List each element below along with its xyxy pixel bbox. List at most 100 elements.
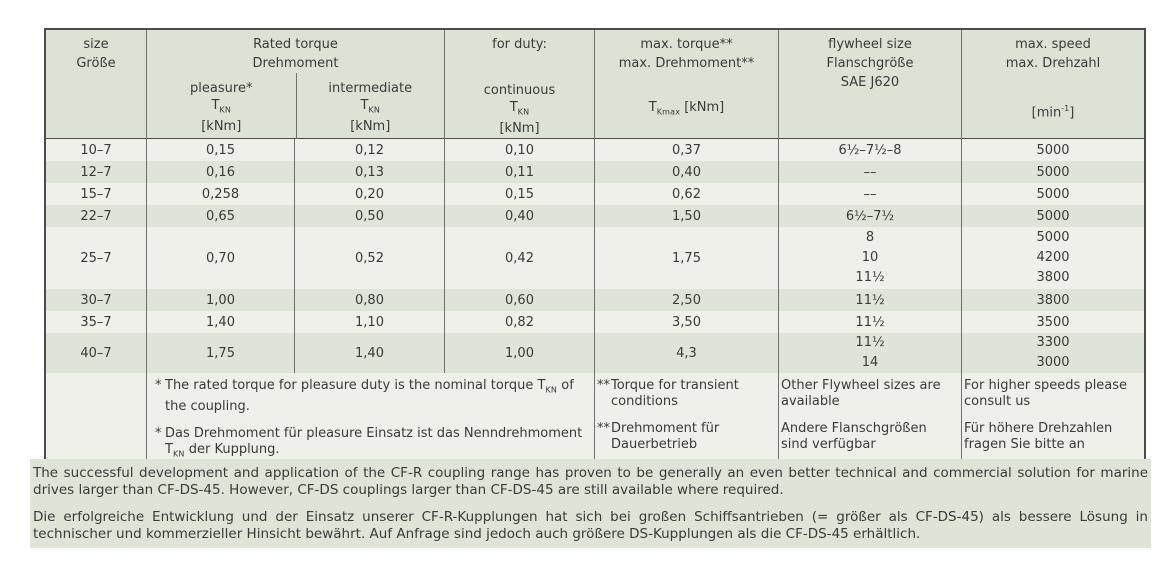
header-flywheel-column: flywheel size Flanschgröße SAE J620 [778,30,961,139]
cell-pleasure: 0,15 [146,139,294,161]
header-flywheel-de: Flanschgröße [826,56,914,71]
note-german: Die erfolgreiche Entwicklung und der Ein… [33,509,1148,542]
footnote-speed: For higher speeds please consult us Für … [961,373,1144,467]
cell-max-torque: 3,50 [594,311,778,333]
header-intermediate-unit: [kNm] [350,118,391,134]
cell-flywheel: 6½–7½–8 [778,139,961,161]
footnote-flywheel-de: Andere Flanschgrößen sind verfügbar [781,421,927,452]
table-row: 30–7 1,00 0,80 0,60 2,50 11½ 3800 [46,289,1144,311]
cell-intermediate: 0,80 [294,289,444,311]
cell-max-torque: 0,40 [594,161,778,183]
table-footnotes: * The rated torque for pleasure duty is … [46,373,1144,467]
header-max-speed-column: max. speed max. Drehzahl [min-1] [961,30,1144,139]
cell-speed: 5000 [961,183,1144,205]
coupling-spec-table: size Größe Rated torque Drehmoment pleas… [44,28,1146,469]
cell-intermediate: 1,40 [294,333,444,373]
cell-speed: 5000 4200 3800 [961,227,1144,289]
table-row: 12–7 0,16 0,13 0,11 0,40 –– 5000 [46,161,1144,183]
footnote-max-torque-en: ** Torque for transient conditions [597,378,739,409]
footnote-max-torque-de: ** Drehmoment für Dauerbetrieb [597,421,720,452]
cell-size: 35–7 [80,314,112,330]
cell-size: 15–7 [80,186,112,202]
footnote-marker: ** [597,421,610,436]
footnote-flywheel-en: Other Flywheel sizes are available [781,378,941,409]
cell-continuous: 0,42 [444,227,594,289]
cell-intermediate: 0,12 [294,139,444,161]
header-rated-torque-title: Rated torque Drehmoment [147,30,444,73]
header-rated-torque-group: Rated torque Drehmoment pleasure* TKN [k… [146,30,444,139]
header-continuous-column: for duty: continuous TKN [kNm] [444,30,594,139]
cell-size: 10–7 [80,142,112,158]
cell-flywheel: 11½ 14 [778,333,961,373]
cell-size: 40–7 [80,345,112,361]
header-pleasure-column: pleasure* TKN [kNm] [147,73,296,139]
footnote-flywheel: Other Flywheel sizes are available Ander… [778,373,961,467]
header-size-column: size Größe [46,30,146,139]
header-max-torque-en: max. torque** [640,37,733,52]
table-row: 35–7 1,40 1,10 0,82 3,50 11½ 3500 [46,311,1144,333]
cell-max-torque: 2,50 [594,289,778,311]
cell-continuous: 0,60 [444,289,594,311]
header-max-speed-de: max. Drehzahl [1005,56,1101,71]
cell-flywheel: –– [778,183,961,205]
cell-size: 25–7 [80,250,112,266]
header-intermediate-symbol: TKN [360,98,381,115]
footnote-speed-de: Für höhere Drehzahlen fragen Sie bitte a… [964,421,1113,452]
cell-continuous: 0,15 [444,183,594,205]
table-row: 10–7 0,15 0,12 0,10 0,37 6½–7½–8 5000 [46,139,1144,161]
table-header: size Größe Rated torque Drehmoment pleas… [46,30,1144,139]
header-intermediate-column: intermediate TKN [kNm] [295,73,445,139]
cell-speed: 5000 [961,205,1144,227]
cell-max-torque: 1,50 [594,205,778,227]
footnote-speed-en: For higher speeds please consult us [964,378,1128,409]
header-for-duty-label: for duty: [492,37,547,52]
header-max-speed-en: max. speed [1015,37,1091,52]
cell-pleasure: 0,65 [146,205,294,227]
cell-intermediate: 1,10 [294,311,444,333]
table-row: 22–7 0,65 0,50 0,40 1,50 6½–7½ 5000 [46,205,1144,227]
table-row: 15–7 0,258 0,20 0,15 0,62 –– 5000 [46,183,1144,205]
cell-pleasure: 0,258 [146,183,294,205]
cell-intermediate: 0,13 [294,161,444,183]
footnote-max-torque: ** Torque for transient conditions ** Dr… [594,373,778,467]
header-pleasure-label: pleasure* [190,81,253,96]
cell-speed: 5000 [961,161,1144,183]
header-rated-torque-de: Drehmoment [252,56,339,71]
cell-max-torque: 0,62 [594,183,778,205]
cell-speed: 3800 [961,289,1144,311]
footnote-rated-torque: * The rated torque for pleasure duty is … [146,373,594,467]
header-pleasure-symbol: TKN [211,98,232,115]
footnote-marker: * [155,425,162,441]
cell-continuous: 1,00 [444,333,594,373]
cell-max-torque: 0,37 [594,139,778,161]
header-flywheel-en: flywheel size [828,37,912,52]
header-flywheel-sae: SAE J620 [840,75,900,90]
header-max-torque-column: max. torque** max. Drehmoment** TKmax [kN… [594,30,778,139]
cell-intermediate: 0,20 [294,183,444,205]
footnote-marker: ** [597,378,610,393]
cell-pleasure: 1,75 [146,333,294,373]
header-rated-torque-en: Rated torque [253,37,338,52]
footnote-pleasure-de: * Das Drehmoment für pleasure Einsatz is… [153,426,584,463]
cell-pleasure: 1,00 [146,289,294,311]
cell-continuous: 0,40 [444,205,594,227]
cell-intermediate: 0,50 [294,205,444,227]
cell-pleasure: 0,16 [146,161,294,183]
cell-speed: 3500 [961,311,1144,333]
header-intermediate-label: intermediate [328,81,413,96]
footnote-size-spacer [46,373,146,466]
header-pleasure-unit: [kNm] [201,118,242,134]
cell-speed: 5000 [961,139,1144,161]
note-english: The successful development and applicati… [33,465,1148,498]
cell-flywheel: 11½ [778,311,961,333]
cell-pleasure: 1,40 [146,311,294,333]
header-max-speed-unit: [min-1] [1031,103,1075,120]
header-size-de: Größe [76,56,116,71]
cell-pleasure: 0,70 [146,227,294,289]
cell-flywheel: 11½ [778,289,961,311]
footnote-pleasure-en: * The rated torque for pleasure duty is … [155,378,574,414]
table-row: 40–7 1,75 1,40 1,00 4,3 11½ 14 3300 3000 [46,333,1144,373]
cell-flywheel: –– [778,161,961,183]
header-continuous-label: continuous [483,83,556,98]
header-continuous-unit: [kNm] [499,120,540,136]
